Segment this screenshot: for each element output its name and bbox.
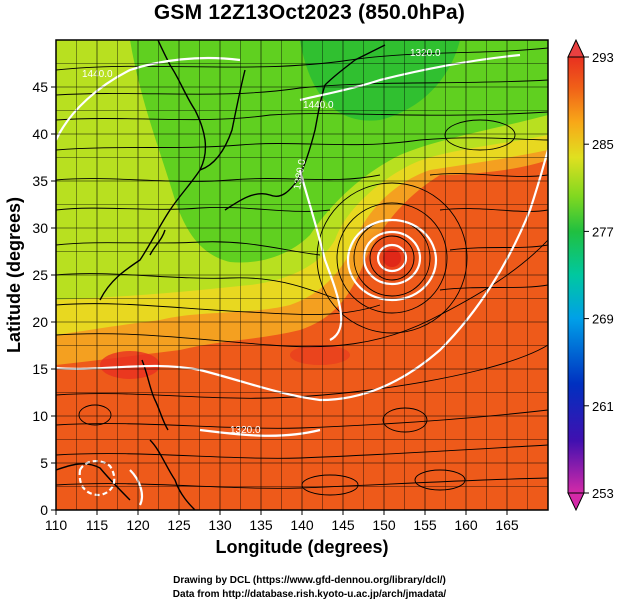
x-axis-label: Longitude (degrees): [215, 537, 388, 557]
contour-label: 1320.0: [410, 48, 441, 59]
y-tick-label: 20: [32, 314, 48, 330]
colorbar-max-arrow: [567, 38, 585, 58]
colorbar: 293 285 277 269 261 253: [567, 38, 614, 512]
contour-label-group: 1440.0 1440.0 1380.0 1320.0 1320.0: [82, 48, 441, 436]
x-tick-label: 160: [454, 517, 478, 533]
x-tick-label: 135: [249, 517, 273, 533]
x-axis: 110 115 120 125 130 135 140 145 150 155 160 165: [45, 510, 519, 533]
x-tick-label: 155: [413, 517, 437, 533]
x-tick-label: 145: [331, 517, 355, 533]
x-tick-label: 150: [372, 517, 396, 533]
colorbar-tick-label: 293: [592, 50, 614, 65]
x-tick-label: 115: [86, 517, 109, 533]
y-axis-label: Latitude (degrees): [4, 197, 24, 353]
x-tick-label: 130: [208, 517, 232, 533]
y-tick-label: 40: [32, 126, 48, 142]
contour-label: 1380.0: [292, 158, 308, 190]
colorbar-tick-label: 261: [592, 399, 614, 414]
page-title: GSM 12Z13Oct2023 (850.0hPa): [153, 1, 466, 24]
x-tick-label: 165: [495, 517, 519, 533]
credit-data-source: Data from http://database.rish.kyoto-u.a…: [172, 589, 447, 600]
x-tick-label: 125: [167, 517, 191, 533]
colorbar-min-arrow: [567, 492, 585, 512]
grid-lines: [55, 40, 548, 511]
colorbar-tick-label: 277: [592, 224, 614, 239]
streamlines: [56, 47, 548, 496]
y-tick-label: 35: [32, 173, 48, 189]
y-tick-label: 25: [32, 267, 48, 283]
height-contours: [56, 53, 548, 506]
y-tick-label: 30: [32, 220, 48, 236]
y-tick-label: 0: [40, 502, 48, 518]
colorbar-scale: [567, 56, 585, 494]
contour-label: 1320.0: [230, 425, 261, 436]
contour-label: 1440.0: [82, 69, 113, 80]
x-tick-label: 120: [126, 517, 150, 533]
coastlines: [56, 40, 386, 510]
x-tick-label: 110: [45, 517, 68, 533]
colorbar-tick-label: 269: [592, 312, 614, 327]
y-tick-label: 5: [40, 455, 48, 471]
colorbar-tick-label: 285: [592, 137, 614, 152]
credit-drawing: Drawing by DCL (https://www.gfd-dennou.o…: [173, 575, 446, 586]
x-tick-label: 140: [290, 517, 314, 533]
y-tick-label: 10: [32, 408, 48, 424]
colorbar-tick-label: 253: [592, 486, 614, 501]
y-tick-label: 45: [32, 79, 48, 95]
y-tick-label: 15: [32, 361, 48, 377]
contour-label: 1440.0: [303, 100, 334, 111]
y-axis: 0 5 10 15 20 25 30 35 40 45: [32, 79, 56, 518]
